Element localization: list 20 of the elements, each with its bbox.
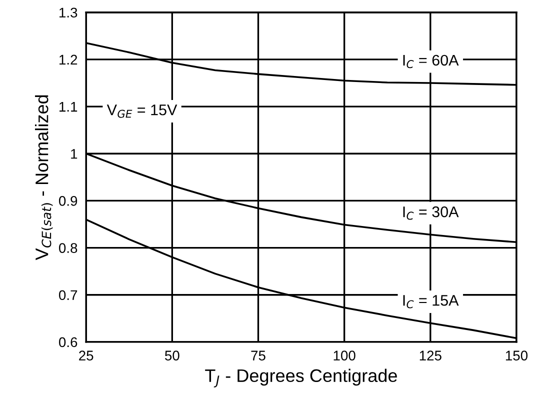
y-tick-label: 1.2 [60, 54, 78, 64]
x-tick-label: 125 [420, 350, 442, 360]
x-tick-label: 50 [164, 350, 180, 360]
y-axis-title: V$_{CE(sat)}$ - Normalized [35, 95, 53, 260]
y-tick-label: 0.8 [58, 243, 78, 253]
y-tick-label: 1.1 [60, 102, 78, 112]
y-tick-label: 0.7 [58, 290, 78, 300]
y-tick-label: 0.6 [58, 337, 78, 348]
x-tick-label: 75 [251, 350, 266, 360]
series-label: I$_{C}$ = 15A [403, 295, 459, 308]
x-tick-label: 100 [334, 350, 356, 360]
series-label: I$_{C}$ = 60A [403, 54, 459, 68]
y-tick-label: 1 [71, 149, 78, 159]
y-tick-label: 0.9 [58, 196, 78, 206]
series-label: I$_{C}$ = 30A [403, 206, 459, 220]
annotation: V$_{GE}$ = 15V [106, 104, 178, 118]
x-tick-label: 150 [506, 350, 528, 360]
x-tick-label: 25 [79, 350, 94, 360]
x-axis-title: T$_{J}$ - Degrees Centigrade [205, 368, 397, 388]
y-tick-label: 1.3 [60, 8, 78, 18]
